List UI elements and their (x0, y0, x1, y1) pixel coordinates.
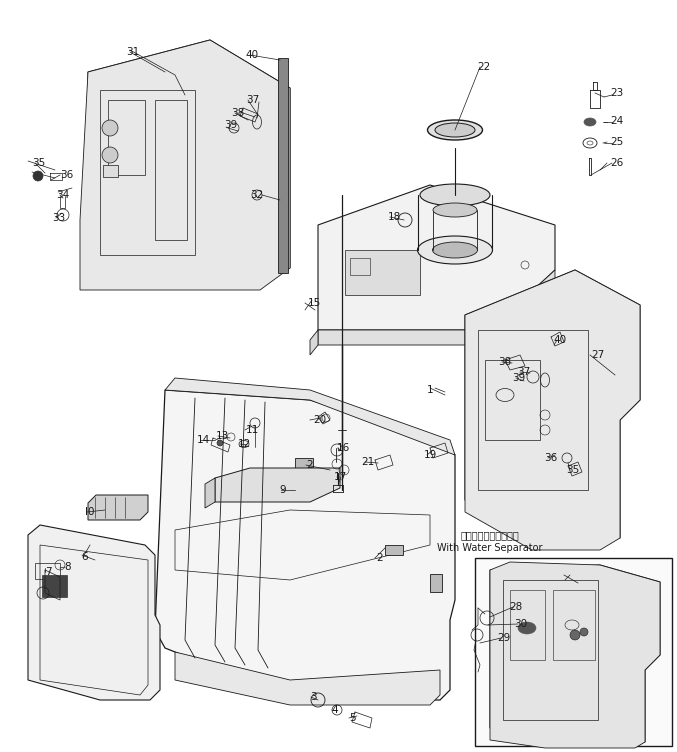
Text: 9: 9 (280, 485, 286, 495)
Text: 32: 32 (250, 190, 263, 200)
Polygon shape (465, 270, 640, 550)
Text: 38: 38 (232, 108, 244, 118)
Polygon shape (465, 270, 640, 538)
Polygon shape (165, 378, 455, 455)
Ellipse shape (420, 184, 490, 206)
Text: 4: 4 (332, 705, 338, 715)
Text: 2: 2 (307, 460, 313, 470)
Text: 11: 11 (245, 425, 259, 435)
Polygon shape (205, 478, 215, 508)
Text: 20: 20 (313, 415, 326, 425)
Polygon shape (28, 525, 160, 700)
Circle shape (33, 171, 43, 181)
Text: 22: 22 (477, 62, 491, 72)
Ellipse shape (518, 622, 536, 634)
Text: 17: 17 (333, 472, 347, 482)
Text: 26: 26 (611, 158, 624, 168)
Bar (35, 563, 60, 579)
Ellipse shape (433, 242, 477, 258)
Text: 35: 35 (567, 465, 580, 475)
Text: 37: 37 (246, 95, 259, 105)
Ellipse shape (584, 118, 596, 126)
Polygon shape (490, 562, 660, 748)
Text: 38: 38 (498, 357, 512, 367)
Text: 35: 35 (32, 158, 45, 168)
Ellipse shape (433, 203, 477, 217)
Polygon shape (155, 390, 455, 700)
Text: 21: 21 (362, 457, 374, 467)
Text: 7: 7 (45, 567, 51, 577)
Text: 37: 37 (517, 367, 531, 377)
Text: 8: 8 (65, 562, 71, 572)
Text: 28: 28 (509, 602, 523, 612)
Polygon shape (310, 330, 318, 355)
Text: 23: 23 (611, 88, 624, 98)
Text: 29: 29 (498, 633, 510, 643)
Polygon shape (88, 495, 148, 520)
Text: 25: 25 (611, 137, 624, 147)
Polygon shape (490, 565, 660, 742)
Bar (385, 545, 403, 555)
Text: ウォータセパレータ付: ウォータセパレータ付 (460, 530, 519, 540)
Text: 30: 30 (515, 619, 527, 629)
Bar (475, 558, 672, 746)
Text: 14: 14 (196, 435, 210, 445)
Bar (295, 458, 313, 468)
Text: 3: 3 (309, 692, 316, 702)
Text: With Water Separator: With Water Separator (437, 543, 543, 553)
Text: 18: 18 (387, 212, 401, 222)
Text: 39: 39 (512, 373, 525, 383)
Text: 13: 13 (215, 431, 229, 441)
Polygon shape (318, 270, 555, 345)
Text: 39: 39 (224, 120, 238, 130)
Text: 31: 31 (127, 47, 139, 57)
Text: 27: 27 (592, 350, 605, 360)
Circle shape (102, 147, 118, 163)
Text: 36: 36 (60, 170, 74, 180)
Circle shape (102, 120, 118, 136)
Polygon shape (175, 652, 440, 705)
Text: 16: 16 (336, 443, 349, 453)
Ellipse shape (418, 236, 492, 264)
Text: 40: 40 (553, 335, 567, 345)
Polygon shape (215, 468, 340, 502)
Bar (42, 575, 67, 597)
Circle shape (580, 628, 588, 636)
Circle shape (570, 630, 580, 640)
Text: 40: 40 (246, 50, 259, 60)
Circle shape (217, 440, 223, 446)
Text: 34: 34 (56, 190, 70, 200)
Text: 15: 15 (307, 298, 321, 308)
Text: 12: 12 (238, 439, 250, 449)
Polygon shape (345, 250, 420, 295)
Ellipse shape (435, 123, 475, 137)
Text: 33: 33 (52, 213, 66, 223)
Text: 6: 6 (82, 552, 88, 562)
Polygon shape (318, 185, 555, 330)
Ellipse shape (427, 120, 483, 140)
Bar (278, 58, 288, 273)
Text: 5: 5 (349, 713, 355, 723)
Polygon shape (80, 40, 290, 290)
Bar (103, 165, 118, 177)
Text: 2: 2 (376, 553, 383, 563)
Text: 24: 24 (611, 116, 624, 126)
Text: 1: 1 (427, 385, 433, 395)
Bar (430, 574, 442, 592)
Text: I0: I0 (85, 507, 95, 517)
Polygon shape (88, 40, 290, 268)
Text: 19: 19 (423, 450, 437, 460)
Text: 36: 36 (544, 453, 558, 463)
